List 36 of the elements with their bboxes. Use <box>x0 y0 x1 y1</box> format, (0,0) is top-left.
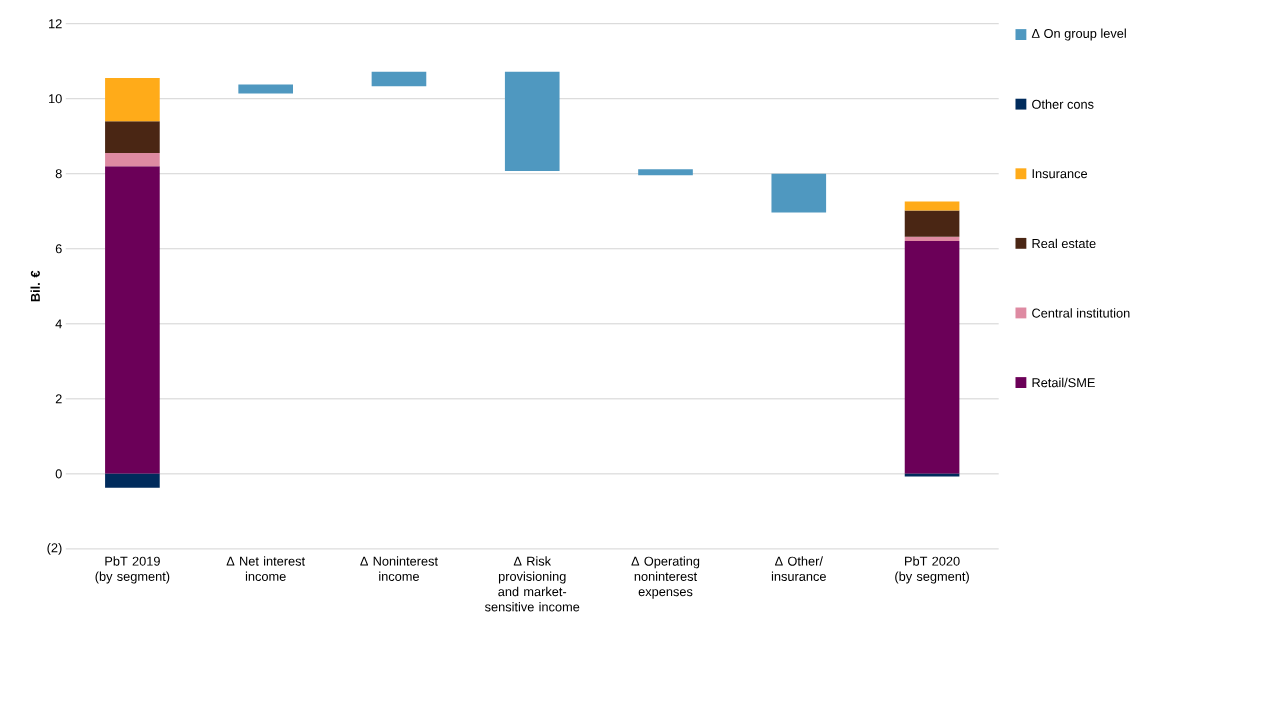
y-tick-label: 12 <box>49 19 62 29</box>
bar <box>105 473 160 488</box>
bar <box>105 166 160 474</box>
y-tick-label: 4 <box>55 319 62 329</box>
bar <box>904 240 960 474</box>
bar <box>105 121 160 154</box>
bar <box>371 71 427 87</box>
y-tick-label: (2) <box>47 542 62 555</box>
x-tick-label: Δ Risk provisioning and market-sensitive income <box>484 556 580 612</box>
y-axis-title: Bil. € <box>30 270 40 302</box>
legend-label: Other cons <box>1032 99 1094 109</box>
legend-label: Central institution <box>1032 308 1130 318</box>
x-tick-label: Δ Noninterest income <box>360 556 438 581</box>
x-tick-label: PbT 2019 (by segment) <box>95 556 170 584</box>
legend-label: Insurance <box>1032 169 1088 179</box>
x-tick-label: Δ Net interest income <box>226 556 306 581</box>
x-tick-label: Δ Other/ insurance <box>771 556 826 581</box>
x-tick-label: Δ Operating noninterest expenses <box>631 556 700 599</box>
legend-label: Retail/SME <box>1032 377 1095 388</box>
y-tick-label: 2 <box>55 394 62 404</box>
bar <box>105 78 160 122</box>
y-tick-label: 10 <box>49 94 62 104</box>
legend-label: Δ On group level <box>1031 28 1126 41</box>
bar <box>904 236 960 241</box>
bar <box>504 71 560 172</box>
bar <box>105 153 160 167</box>
legend-label: Real estate <box>1032 238 1096 249</box>
bar <box>904 210 960 237</box>
x-tick-label: PbT 2020 (by segment) <box>895 556 969 584</box>
bar <box>638 169 693 176</box>
bar <box>904 201 960 211</box>
y-tick-label: 0 <box>55 469 62 479</box>
bar <box>771 173 827 213</box>
bar <box>238 84 293 94</box>
y-tick-label: 6 <box>55 244 62 254</box>
y-tick-label: 8 <box>55 169 62 179</box>
